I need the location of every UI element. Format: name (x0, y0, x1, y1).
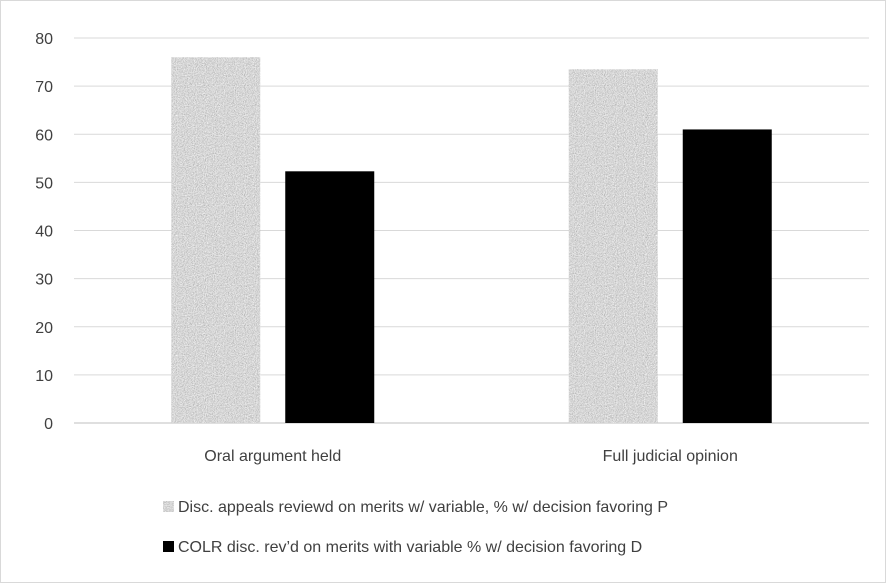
y-tick-label: 50 (35, 175, 53, 192)
legend-swatch (163, 541, 174, 552)
legend-entry-label: Disc. appeals reviewd on merits w/ varia… (178, 499, 668, 516)
y-tick-label: 60 (35, 127, 53, 144)
legend: Disc. appeals reviewd on merits w/ varia… (163, 499, 668, 556)
bar-favoring-d-1 (285, 171, 375, 423)
bar-favoring-p-2 (568, 69, 658, 423)
legend-entry-label: COLR disc. rev’d on merits with variable… (178, 539, 642, 556)
bars (171, 57, 772, 423)
x-category-label: Full judicial opinion (603, 448, 738, 465)
legend-swatch (163, 501, 174, 512)
bar-favoring-p-1 (171, 57, 261, 423)
y-tick-label: 0 (44, 416, 53, 433)
x-axis-categories: Oral argument held Full judicial opinion (204, 448, 738, 465)
y-axis-ticks: 0 10 20 30 40 50 60 70 80 (35, 31, 53, 433)
y-tick-label: 40 (35, 224, 53, 241)
y-tick-label: 80 (35, 31, 53, 48)
y-tick-label: 20 (35, 320, 53, 337)
x-category-label: Oral argument held (204, 448, 341, 465)
bar-favoring-d-2 (682, 129, 772, 423)
y-tick-label: 10 (35, 368, 53, 385)
y-tick-label: 70 (35, 79, 53, 96)
y-tick-label: 30 (35, 272, 53, 289)
